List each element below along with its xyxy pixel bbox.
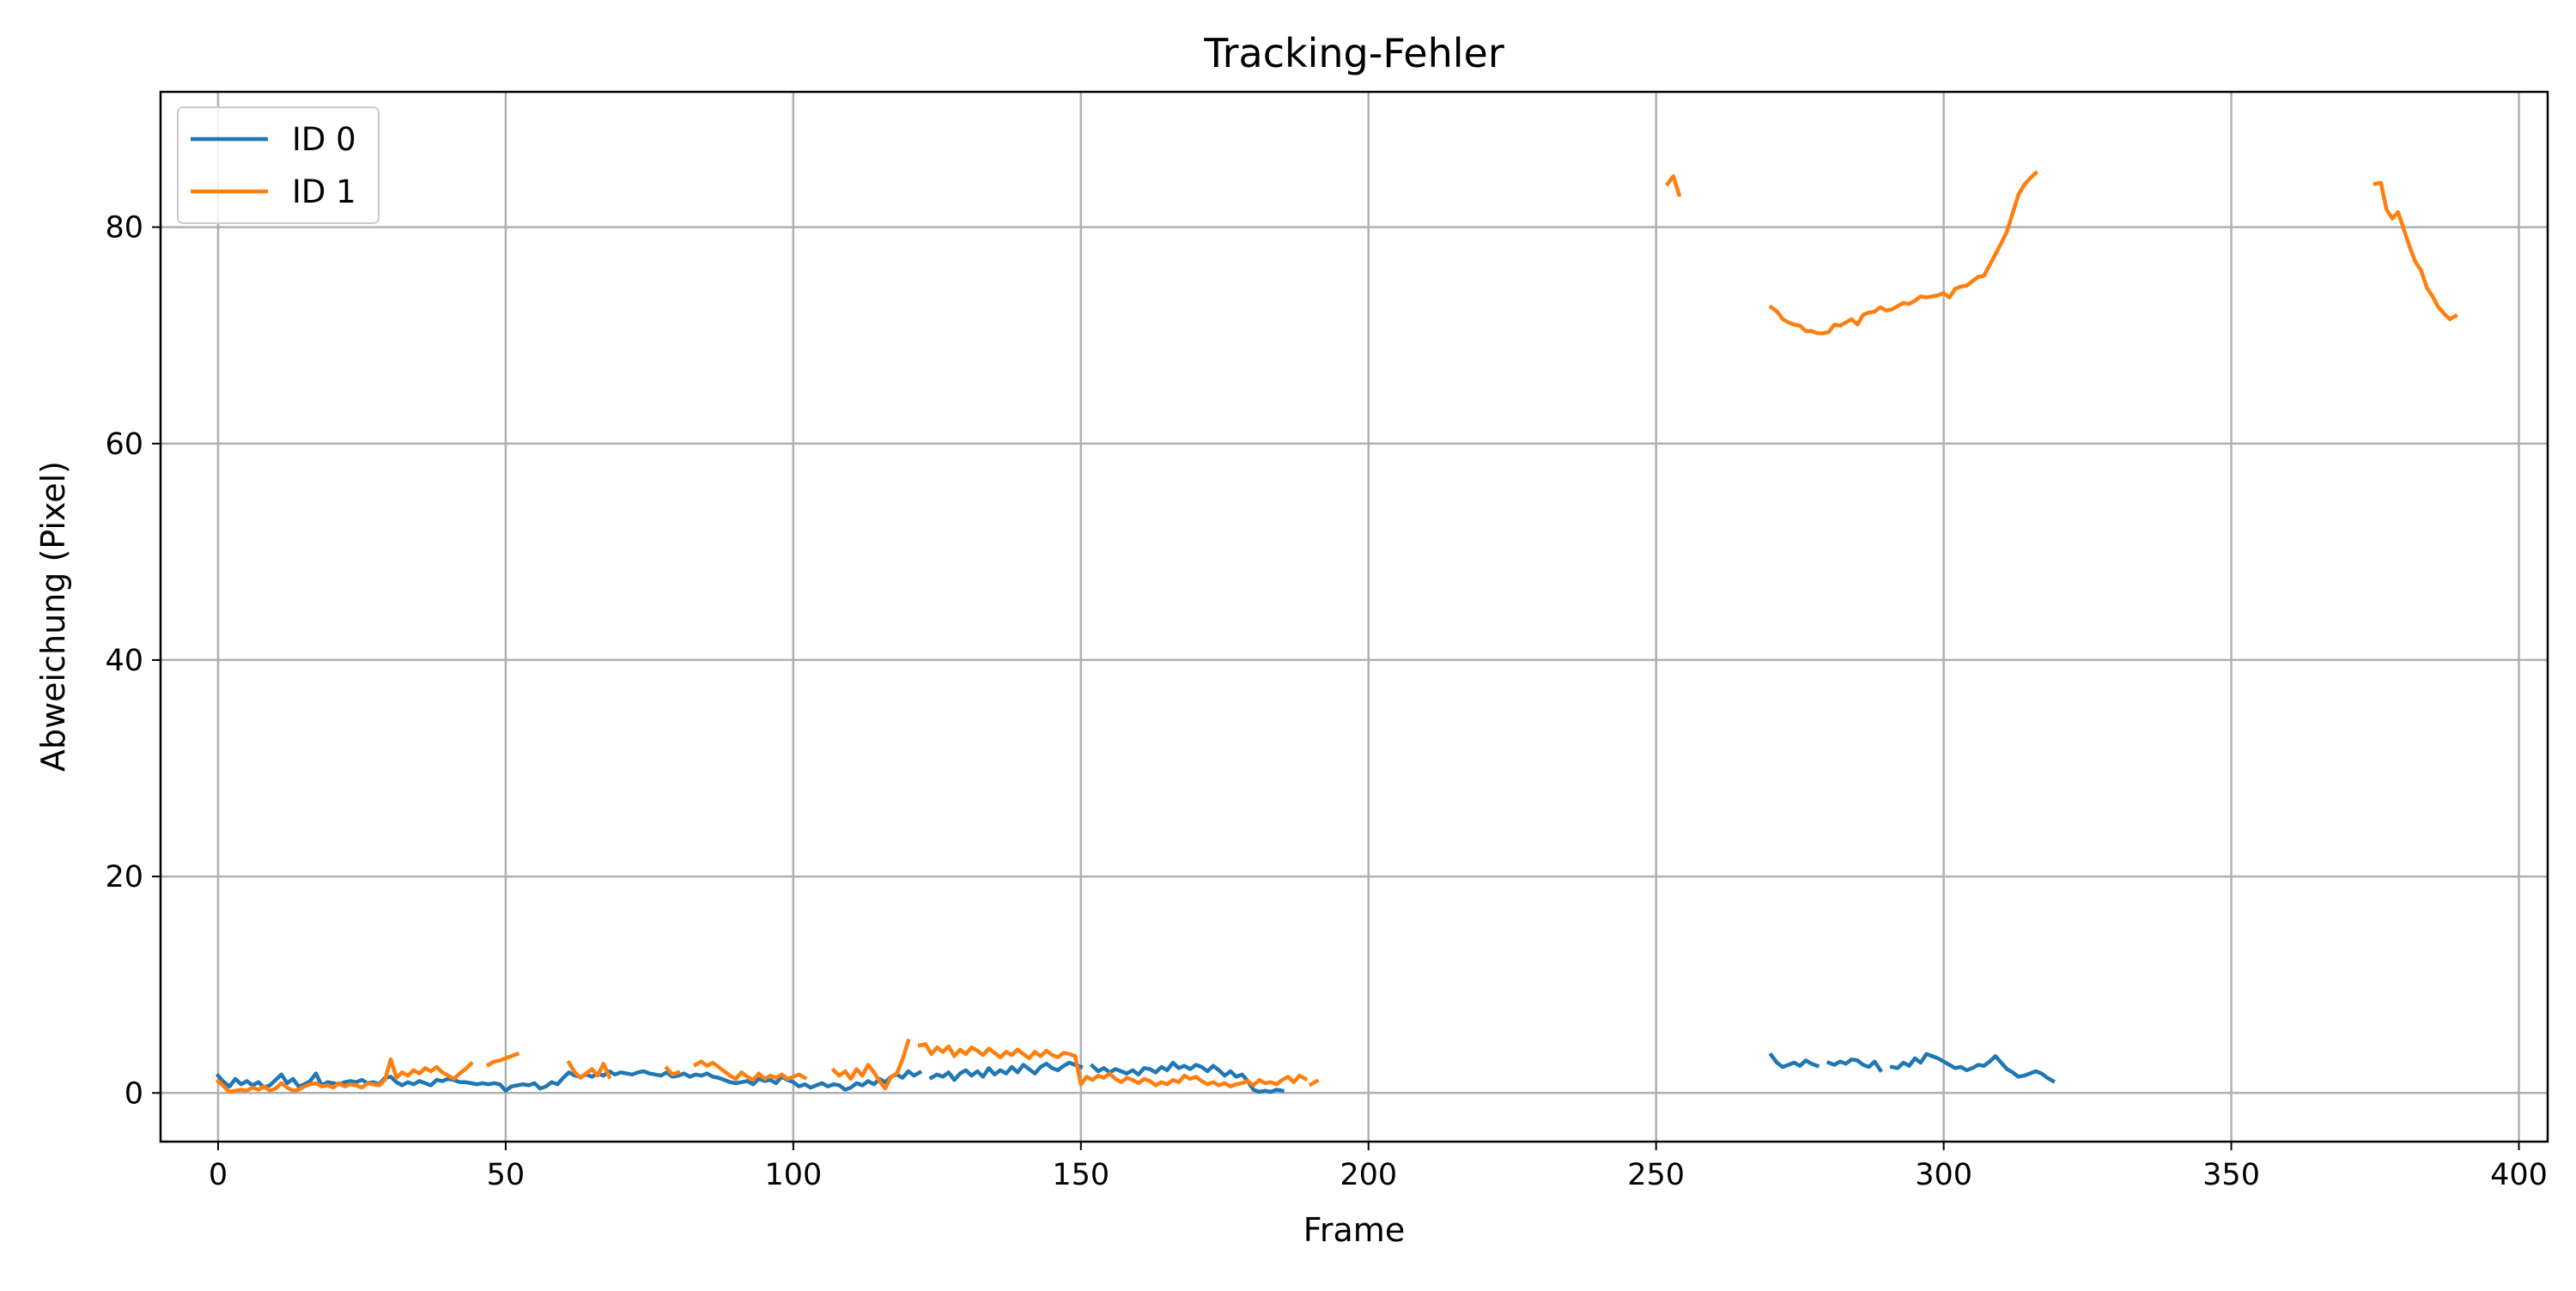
chart-title: Tracking-Fehler xyxy=(1203,30,1504,76)
series-line-segment xyxy=(1826,1057,1884,1073)
x-tick-label: 400 xyxy=(2490,1158,2548,1192)
x-tick-label: 150 xyxy=(1052,1158,1109,1192)
series-line-segment xyxy=(1768,1052,1820,1070)
series-line-segment xyxy=(917,1042,1309,1088)
grid-lines xyxy=(161,92,2548,1142)
series-line-segment xyxy=(1768,170,2038,336)
y-tick-label: 40 xyxy=(105,644,143,678)
data-series xyxy=(215,170,2458,1094)
series-line-segment xyxy=(1664,174,1682,197)
x-tick-label: 200 xyxy=(1340,1158,1397,1192)
x-tick-label: 350 xyxy=(2202,1158,2260,1192)
series-line-segment xyxy=(664,1065,681,1077)
series-id-1 xyxy=(215,170,2458,1094)
x-tick-label: 50 xyxy=(487,1158,526,1192)
y-axis-label: Abweichung (Pixel) xyxy=(34,461,72,772)
axis-ticks: 0 50 100 150 200 250 300 350 400 0 20 40 60 80 xyxy=(105,211,2547,1192)
x-tick-label: 300 xyxy=(1915,1158,1972,1192)
x-tick-label: 250 xyxy=(1627,1158,1685,1192)
series-line-segment xyxy=(692,1059,808,1082)
series-line-segment xyxy=(830,1038,911,1091)
x-tick-label: 100 xyxy=(764,1158,822,1192)
legend: ID 0 ID 1 xyxy=(177,106,380,224)
series-line-segment xyxy=(2372,180,2458,322)
y-tick-label: 80 xyxy=(105,211,143,245)
legend-label: ID 1 xyxy=(292,173,356,210)
x-axis-label: Frame xyxy=(1303,1211,1405,1249)
series-line-segment xyxy=(1889,1052,2056,1084)
y-tick-label: 20 xyxy=(105,860,143,894)
y-tick-label: 60 xyxy=(105,427,143,462)
series-line-segment xyxy=(215,1057,474,1094)
series-line-segment xyxy=(1308,1078,1320,1088)
legend-box xyxy=(177,106,380,224)
y-tick-label: 0 xyxy=(125,1076,143,1111)
x-tick-label: 0 xyxy=(209,1158,228,1192)
legend-label: ID 0 xyxy=(292,121,356,158)
series-line-segment xyxy=(485,1052,520,1068)
plot-frame xyxy=(159,90,2549,1143)
series-line-segment xyxy=(928,1060,1084,1082)
series-line-segment xyxy=(215,1069,923,1093)
series-line-segment xyxy=(566,1059,612,1080)
